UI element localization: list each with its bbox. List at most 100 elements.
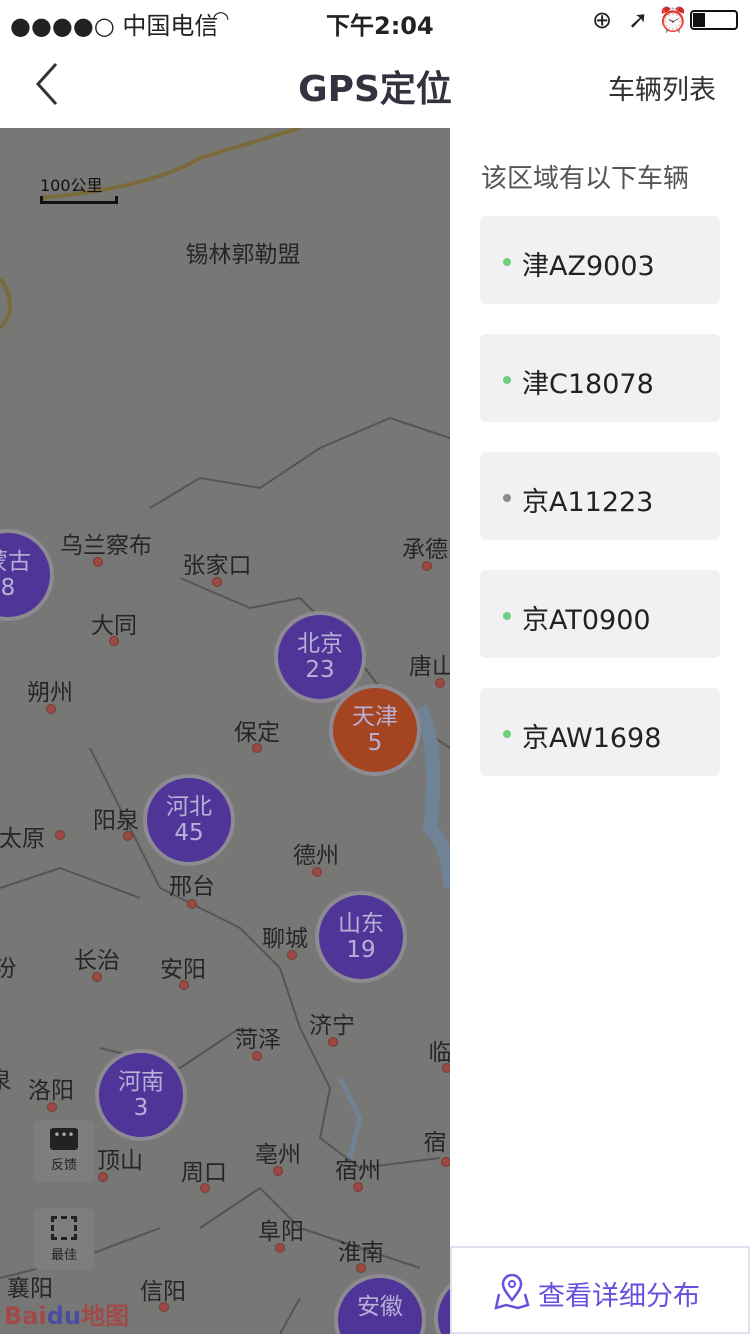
baidu-logo: Baidu地图 bbox=[4, 1302, 129, 1330]
city-marker bbox=[435, 678, 445, 688]
city-label: 大同 bbox=[91, 613, 137, 639]
cluster-marker[interactable]: 北京 23 bbox=[274, 611, 366, 703]
location-icon: ➚ bbox=[628, 6, 649, 34]
cluster-marker[interactable]: 天津 5 bbox=[329, 684, 421, 776]
best-view-button[interactable]: 最佳 bbox=[34, 1208, 94, 1270]
city-marker bbox=[55, 830, 65, 840]
city-marker bbox=[442, 1063, 450, 1073]
best-label: 最佳 bbox=[50, 1248, 77, 1263]
city-marker bbox=[46, 704, 56, 714]
map-view[interactable]: 100公里 锡林郭勒盟 乌兰察布 张家口 承德 大同 朔州 唐山 保定 太原 阳泉 德州 邢台 聊城 长治… bbox=[0, 128, 450, 1334]
feedback-label: 反馈 bbox=[50, 1158, 77, 1173]
cluster-name: 河北 bbox=[166, 794, 212, 820]
vehicle-item[interactable]: 京AT0900 bbox=[480, 570, 720, 658]
back-icon[interactable] bbox=[30, 60, 70, 110]
vehicle-item[interactable]: 津AZ9003 bbox=[480, 216, 720, 304]
cluster-name: 北京 bbox=[297, 631, 343, 657]
vehicle-panel: 该区域有以下车辆 津AZ9003 津C18078 京A11223 京AT0900 京AW… bbox=[450, 128, 750, 1334]
city-marker bbox=[200, 1183, 210, 1193]
city-marker bbox=[187, 899, 197, 909]
vehicle-plate: 京AW1698 bbox=[522, 723, 662, 754]
vehicle-plate: 津AZ9003 bbox=[522, 251, 655, 282]
city-label: 信阳 bbox=[140, 1279, 186, 1305]
city-label: 宿 bbox=[423, 1130, 447, 1156]
cluster-marker[interactable]: 河北 45 bbox=[143, 774, 235, 866]
city-label: 临 bbox=[428, 1040, 451, 1066]
city-marker bbox=[98, 1172, 108, 1182]
view-detail-button[interactable]: 查看详细分布 bbox=[450, 1246, 750, 1334]
cluster-marker[interactable]: 山东 19 bbox=[315, 891, 407, 983]
map-scale: 100公里 bbox=[40, 172, 118, 204]
fit-view-icon bbox=[51, 1216, 77, 1240]
view-detail-label: 查看详细分布 bbox=[538, 1281, 700, 1312]
city-marker bbox=[252, 743, 262, 753]
cluster-name: 安徽 bbox=[357, 1294, 403, 1320]
vehicle-item[interactable]: 京A11223 bbox=[480, 452, 720, 540]
city-label: 安阳 bbox=[160, 957, 206, 983]
cluster-count: 23 bbox=[305, 657, 335, 683]
city-marker bbox=[287, 950, 297, 960]
cluster-count: 8 bbox=[0, 575, 16, 601]
city-marker bbox=[92, 972, 102, 982]
city-label: 阜阳 bbox=[258, 1219, 304, 1245]
cluster-count: 45 bbox=[174, 820, 204, 846]
status-dot bbox=[503, 730, 511, 738]
city-label: 乌兰察布 bbox=[60, 533, 152, 559]
city-label: 济宁 bbox=[309, 1013, 355, 1039]
status-dot bbox=[503, 258, 511, 266]
cluster-name: 天津 bbox=[352, 704, 398, 730]
city-label: 顶山 bbox=[97, 1148, 143, 1174]
city-label: 襄阳 bbox=[7, 1276, 53, 1302]
city-label: 邢台 bbox=[169, 874, 215, 900]
vehicle-list-button[interactable]: 车辆列表 bbox=[608, 75, 716, 106]
clock: 下午2:04 bbox=[326, 12, 434, 40]
city-label: 聊城 bbox=[262, 926, 308, 952]
orientation-lock-icon: ⊕ bbox=[592, 6, 613, 34]
city-label: 张家口 bbox=[182, 553, 252, 579]
city-label: 洛阳 bbox=[28, 1078, 74, 1104]
status-dot bbox=[503, 494, 511, 502]
status-dot bbox=[503, 612, 511, 620]
city-label: 周口 bbox=[181, 1160, 227, 1186]
vehicle-item[interactable]: 京AW1698 bbox=[480, 688, 720, 776]
chat-icon: ••• bbox=[50, 1128, 78, 1150]
city-marker bbox=[356, 1263, 366, 1273]
nav-bar: GPS定位 车辆列表 bbox=[0, 40, 750, 128]
city-marker bbox=[212, 577, 222, 587]
city-label: 菏泽 bbox=[235, 1027, 281, 1053]
vehicle-plate: 津C18078 bbox=[522, 369, 654, 400]
city-marker bbox=[123, 831, 133, 841]
city-marker bbox=[328, 1037, 338, 1047]
page-title: GPS定位 bbox=[298, 69, 452, 110]
city-marker bbox=[275, 1243, 285, 1253]
feedback-button[interactable]: ••• 反馈 bbox=[34, 1120, 94, 1182]
city-label: 唐山 bbox=[409, 654, 450, 680]
city-label: 泉 bbox=[0, 1068, 12, 1094]
city-label: 锡林郭勒盟 bbox=[185, 242, 301, 268]
city-marker bbox=[109, 636, 119, 646]
city-label: 太原 bbox=[0, 826, 45, 852]
cluster-count: 3 bbox=[133, 1095, 149, 1121]
city-marker bbox=[179, 980, 189, 990]
city-label: 亳州 bbox=[255, 1142, 301, 1168]
cluster-marker[interactable]: 河南 3 bbox=[95, 1049, 187, 1141]
cluster-name: 蒙古 bbox=[0, 549, 31, 575]
status-bar: ●●●●○ 中国电信 ◠ 下午2:04 ⊕ ➚ ⏰ bbox=[0, 0, 750, 40]
map-pin-icon bbox=[494, 1274, 530, 1310]
city-marker bbox=[273, 1166, 283, 1176]
city-marker bbox=[93, 557, 103, 567]
battery-icon bbox=[690, 10, 738, 30]
city-label: 承德 bbox=[402, 537, 448, 563]
city-marker bbox=[47, 1102, 57, 1112]
city-label: 阳泉 bbox=[93, 808, 139, 834]
status-dot bbox=[503, 376, 511, 384]
wifi-icon: ◠ bbox=[212, 6, 230, 30]
cluster-name: 山东 bbox=[338, 911, 384, 937]
cluster-count: 5 bbox=[367, 730, 383, 756]
city-marker bbox=[312, 867, 322, 877]
carrier: ●●●●○ 中国电信 bbox=[10, 12, 219, 40]
vehicle-plate: 京A11223 bbox=[522, 487, 654, 518]
cluster-marker[interactable]: 安徽 bbox=[334, 1274, 426, 1334]
vehicle-item[interactable]: 津C18078 bbox=[480, 334, 720, 422]
city-label: 保定 bbox=[234, 720, 280, 746]
